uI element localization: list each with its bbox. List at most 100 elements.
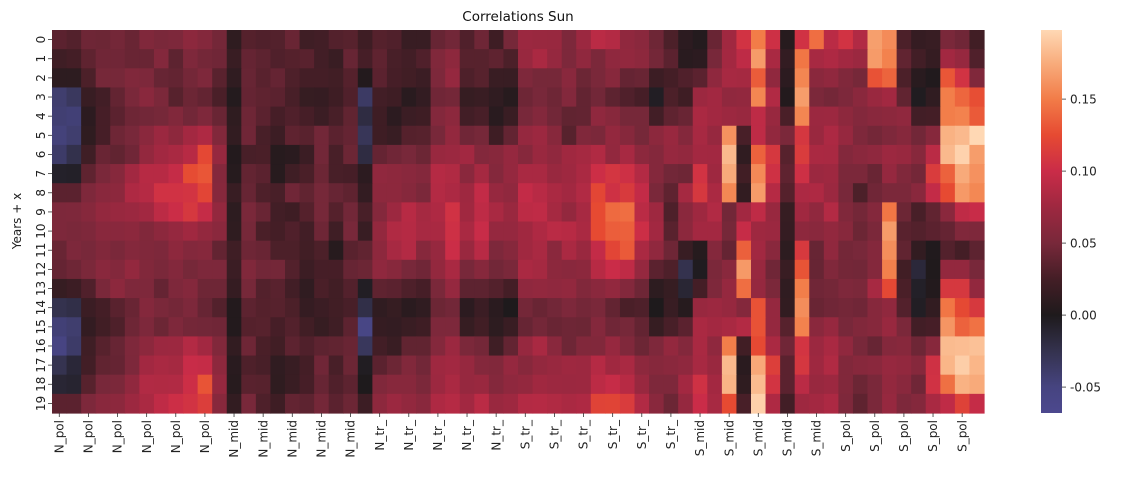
heatmap-cell <box>940 125 956 146</box>
heatmap-cell <box>110 221 126 242</box>
heatmap-cell <box>95 30 111 50</box>
heatmap-cell <box>66 87 82 108</box>
heatmap-cell <box>226 106 242 127</box>
heatmap-cell <box>226 240 242 261</box>
heatmap-cell <box>372 183 388 203</box>
heatmap-cells <box>52 30 985 414</box>
heatmap-cell <box>197 240 213 261</box>
heatmap-cell <box>823 106 839 127</box>
heatmap-cell <box>226 298 242 318</box>
heatmap-cell <box>649 125 665 146</box>
heatmap-cell <box>911 183 927 203</box>
heatmap-cell <box>168 30 184 50</box>
heatmap-cell <box>576 87 592 108</box>
heatmap-cell <box>226 183 242 203</box>
heatmap-cell <box>809 68 825 89</box>
heatmap-cell <box>343 355 359 376</box>
heatmap-cell <box>285 240 301 261</box>
x-tick-label: N_tr_ <box>373 419 387 451</box>
heatmap-cell <box>401 183 417 203</box>
heatmap-cell <box>66 259 82 280</box>
heatmap-cell <box>488 125 505 146</box>
heatmap-cell <box>445 278 461 299</box>
heatmap-cell <box>590 49 606 69</box>
heatmap-cell <box>299 374 315 395</box>
heatmap-cell <box>532 164 548 184</box>
heatmap-cell <box>590 68 606 89</box>
heatmap-cell <box>663 49 679 69</box>
heatmap-cell <box>852 278 869 299</box>
heatmap-cell <box>110 68 126 89</box>
heatmap-cell <box>124 221 140 242</box>
heatmap-cell <box>547 49 563 69</box>
x-tick-label: S_tr_ <box>518 419 532 449</box>
heatmap-cell <box>124 68 140 89</box>
heatmap-cell <box>488 298 505 318</box>
heatmap-cell <box>751 30 767 50</box>
heatmap-cell <box>372 30 388 50</box>
heatmap-cell <box>692 259 708 280</box>
heatmap-cell <box>343 87 359 108</box>
heatmap-cell <box>576 317 592 337</box>
heatmap-cell <box>285 374 301 395</box>
heatmap-cell <box>765 393 781 414</box>
heatmap-cell <box>561 68 577 89</box>
heatmap-cell <box>838 202 854 223</box>
heatmap-cell <box>532 393 548 414</box>
heatmap-cell <box>212 374 228 395</box>
heatmap-cell <box>780 221 796 242</box>
heatmap-cell <box>969 87 985 108</box>
heatmap-cell <box>124 183 140 203</box>
heatmap-cell <box>401 221 417 242</box>
heatmap-cell <box>838 106 854 127</box>
heatmap-cell <box>386 278 403 299</box>
heatmap-cell <box>328 125 344 146</box>
heatmap-cell <box>212 49 228 69</box>
heatmap-cell <box>692 49 708 69</box>
heatmap-cell <box>663 393 679 414</box>
heatmap-cell <box>576 49 592 69</box>
heatmap-cell <box>619 221 636 242</box>
heatmap-cell <box>692 278 708 299</box>
heatmap-cell <box>445 30 461 50</box>
heatmap-cell <box>328 278 344 299</box>
heatmap-cell <box>925 49 941 69</box>
heatmap-cell <box>634 144 650 165</box>
heatmap-cell <box>634 336 650 357</box>
heatmap-cell <box>226 164 242 184</box>
heatmap-cell <box>765 144 781 165</box>
heatmap-cell <box>357 202 373 223</box>
heatmap-cell <box>882 144 898 165</box>
heatmap-cell <box>823 202 839 223</box>
heatmap-cell <box>707 240 723 261</box>
heatmap-cell <box>241 278 257 299</box>
heatmap-cell <box>518 49 534 69</box>
heatmap-cell <box>809 278 825 299</box>
heatmap-cell <box>561 278 577 299</box>
heatmap-cell <box>285 393 301 414</box>
heatmap-cell <box>619 87 636 108</box>
x-tick-label: S_pol <box>868 420 882 452</box>
heatmap-cell <box>430 317 446 337</box>
heatmap-cell <box>445 298 461 318</box>
heatmap-cell <box>852 125 869 146</box>
heatmap-cell <box>52 336 68 357</box>
heatmap-cell <box>561 106 577 127</box>
heatmap-cell <box>343 336 359 357</box>
heatmap-cell <box>241 317 257 337</box>
heatmap-cell <box>241 144 257 165</box>
heatmap-cell <box>139 202 155 223</box>
heatmap-cell <box>663 87 679 108</box>
heatmap-cell <box>721 106 738 127</box>
heatmap-cell <box>488 87 505 108</box>
heatmap-cell <box>343 183 359 203</box>
heatmap-cell <box>663 164 679 184</box>
heatmap-cell <box>430 164 446 184</box>
heatmap-cell <box>605 336 621 357</box>
heatmap-cell <box>969 240 985 261</box>
heatmap-cell <box>430 259 446 280</box>
heatmap-cell <box>153 202 170 223</box>
heatmap-cell <box>518 240 534 261</box>
heatmap-cell <box>649 355 665 376</box>
heatmap-cell <box>270 202 286 223</box>
